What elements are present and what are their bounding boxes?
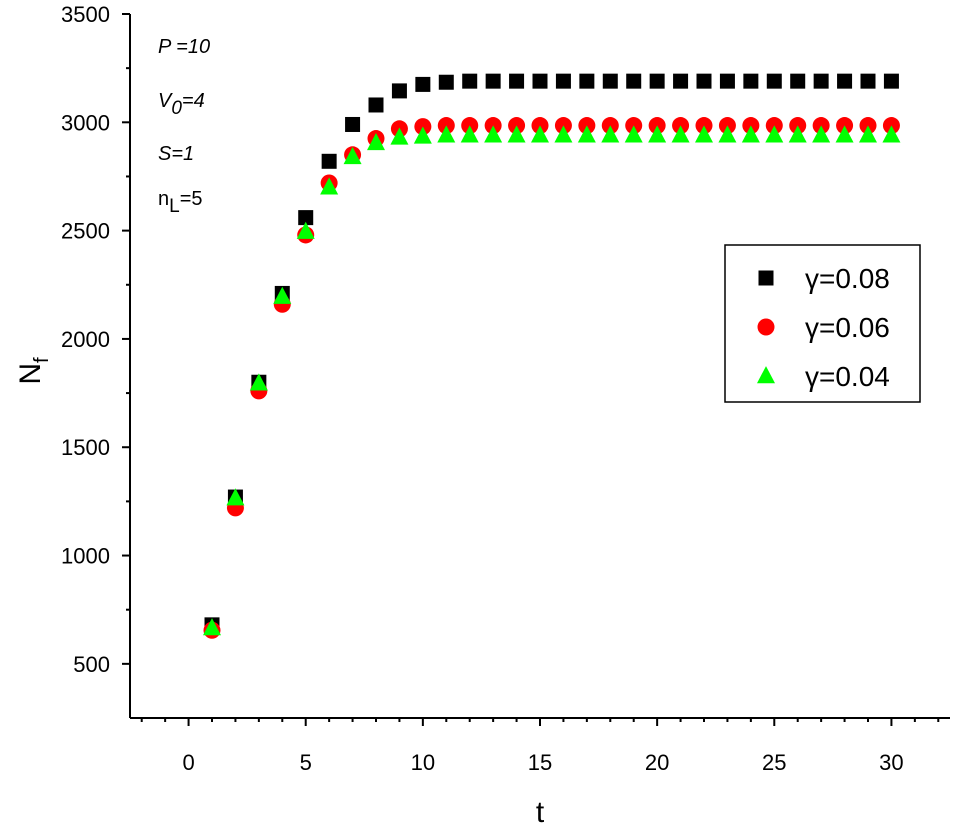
- data-point: [649, 73, 665, 89]
- annotations: P =10 V0=4 S=1 nL=5: [158, 36, 210, 217]
- parameter-annotation: nL=5: [158, 188, 203, 217]
- x-tick-label: 0: [182, 750, 194, 775]
- y-axis-title-main: N: [14, 363, 47, 385]
- data-point: [321, 153, 337, 169]
- parameter-annotation: S=1: [158, 143, 194, 165]
- x-tick-label: 5: [300, 750, 312, 775]
- data-point: [555, 73, 571, 89]
- data-point: [226, 488, 245, 506]
- data-point: [696, 73, 712, 89]
- legend-box: [724, 244, 921, 403]
- series-square: [204, 73, 899, 633]
- series-triangle: [203, 125, 901, 636]
- y-tick-label: 2000: [61, 327, 110, 352]
- data-point: [766, 73, 782, 89]
- data-point: [298, 210, 314, 226]
- data-point: [345, 116, 361, 132]
- data-point: [602, 73, 618, 89]
- data-point: [743, 73, 759, 89]
- data-point: [343, 147, 362, 165]
- data-point: [415, 76, 431, 92]
- data-point: [718, 125, 737, 143]
- data-point: [673, 73, 689, 89]
- data-point: [671, 125, 690, 143]
- legend-label: γ=0.04: [805, 361, 890, 392]
- y-tick-label: 1500: [61, 435, 110, 460]
- data-point: [485, 73, 501, 89]
- x-tick-label: 25: [762, 750, 786, 775]
- y-tick-label: 500: [73, 652, 110, 677]
- data-point: [367, 132, 385, 151]
- y-tick-label: 3000: [61, 110, 110, 135]
- data-point: [577, 125, 596, 143]
- data-point: [883, 73, 899, 89]
- data-point: [554, 125, 573, 143]
- data-point: [462, 73, 478, 89]
- data-point: [835, 125, 854, 143]
- data-point: [413, 126, 432, 144]
- data-point: [765, 125, 784, 143]
- legend-marker: [757, 318, 775, 336]
- data-point: [509, 73, 525, 89]
- data-point: [437, 125, 456, 143]
- data-points: [203, 73, 901, 639]
- legend-marker: [757, 366, 775, 384]
- data-point: [648, 125, 667, 143]
- x-tick-label: 15: [528, 750, 552, 775]
- data-point: [296, 221, 315, 239]
- x-tick-label: 30: [879, 750, 903, 775]
- data-point: [484, 125, 503, 143]
- y-tick-label: 3500: [61, 2, 110, 27]
- legend-marker: [758, 270, 774, 286]
- legend: γ=0.08 γ=0.06 γ=0.04: [724, 244, 921, 403]
- data-point: [579, 73, 595, 89]
- data-point: [860, 73, 876, 89]
- data-point: [741, 125, 760, 143]
- y-axis-title: Nf: [14, 357, 53, 385]
- data-point: [837, 73, 853, 89]
- data-point: [460, 125, 479, 143]
- data-point: [203, 618, 221, 636]
- y-tick-label: 2500: [61, 219, 110, 244]
- data-point: [391, 83, 407, 99]
- data-point: [882, 125, 901, 143]
- x-axis-title: t: [536, 796, 545, 828]
- y-tick-label: 1000: [61, 544, 110, 569]
- x-tick-label: 20: [645, 750, 669, 775]
- legend-label: γ=0.08: [805, 263, 890, 294]
- data-point: [626, 73, 642, 89]
- parameter-annotation: V0=4: [158, 90, 205, 119]
- data-point: [812, 125, 831, 143]
- data-point: [601, 125, 620, 143]
- data-point: [273, 286, 292, 304]
- data-point: [438, 74, 454, 90]
- data-point: [390, 127, 409, 145]
- axes: [122, 13, 950, 726]
- data-point: [532, 73, 548, 89]
- data-point: [695, 125, 713, 143]
- tick-labels: 0 5 10 15 20 25 30 500 1000 1500 2000 2500 3000 3500: [61, 2, 904, 775]
- data-point: [368, 97, 384, 113]
- x-tick-label: 10: [411, 750, 435, 775]
- data-point: [507, 125, 526, 143]
- data-point: [249, 373, 268, 391]
- data-point: [859, 125, 877, 143]
- data-point: [624, 125, 643, 143]
- data-point: [320, 177, 339, 195]
- data-point: [790, 73, 806, 89]
- data-point: [531, 125, 549, 143]
- data-point: [719, 73, 735, 89]
- y-axis-title-subscript: f: [31, 357, 53, 363]
- legend-label: γ=0.06: [805, 312, 890, 343]
- data-point: [788, 125, 807, 143]
- parameter-annotation: P =10: [158, 36, 210, 58]
- data-point: [813, 73, 829, 89]
